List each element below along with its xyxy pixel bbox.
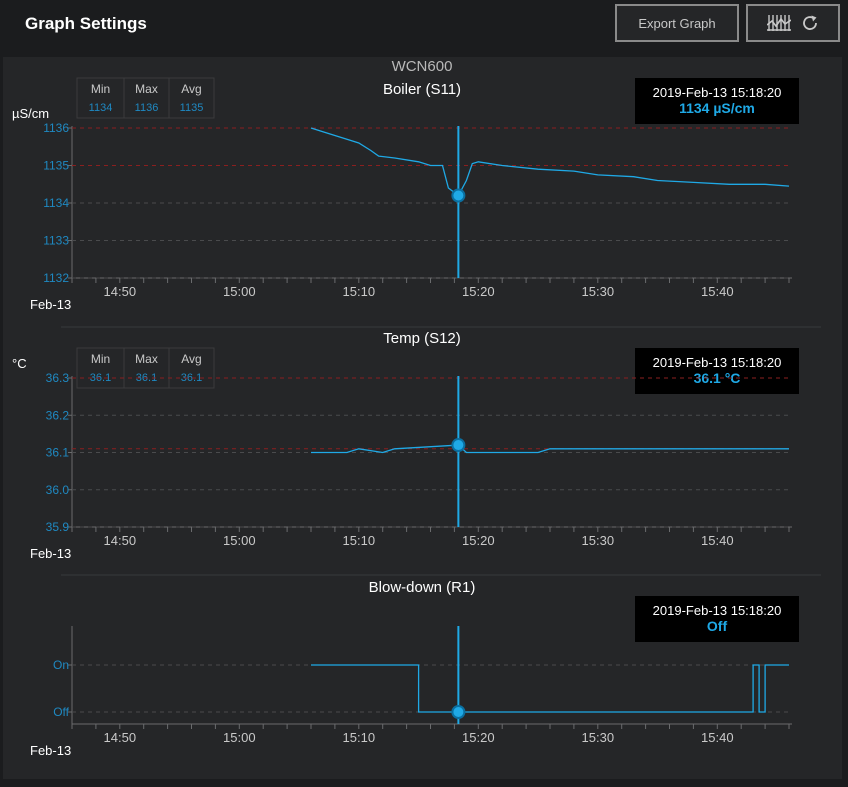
stats-header-min: Min — [91, 82, 110, 96]
y-tick-label: 1135 — [43, 159, 69, 173]
page-title: Graph Settings — [25, 14, 147, 33]
y-tick-label: 1136 — [43, 121, 69, 135]
cursor-marker — [451, 438, 466, 453]
charts-svg: WCN600 Boiler (S11) µS/cm Min 1134 Max 1136 Avg… — [12, 58, 821, 758]
readout-time: 2019-Feb-13 15:18:20 — [653, 85, 782, 100]
stats-header-max: Max — [135, 82, 158, 96]
x-tick-label: 15:30 — [582, 284, 615, 299]
date-label: Feb-13 — [30, 546, 71, 561]
y-tick-label: 36.1 — [46, 446, 70, 460]
stats-value-max: 1136 — [135, 102, 159, 114]
readout-box — [635, 348, 799, 394]
header-bar: Graph Settings Export Graph — [0, 0, 848, 52]
export-graph-button[interactable]: Export Graph — [615, 4, 739, 42]
readout-value: 1134 µS/cm — [679, 100, 755, 116]
x-tick-label: 15:20 — [462, 533, 495, 548]
graph-panel: WCN600 Boiler (S11) µS/cm Min 1134 Max 1136 Avg… — [3, 57, 842, 779]
y-tick-label: 1132 — [43, 271, 69, 285]
y-tick-label: 1134 — [43, 196, 69, 210]
y-tick-label: 36.3 — [46, 371, 70, 385]
x-tick-label: 14:50 — [104, 730, 137, 745]
x-tick-label: 15:00 — [223, 533, 256, 548]
x-tick-label: 15:00 — [223, 730, 256, 745]
date-label: Feb-13 — [30, 743, 71, 758]
stats-value-avg: 36.1 — [181, 372, 202, 384]
chart-title: Boiler (S11) — [383, 81, 461, 98]
y-tick-label: 36.0 — [46, 483, 70, 497]
series-line — [310, 127, 790, 197]
y-tick-label: On — [53, 658, 69, 672]
stats-value-min: 1134 — [89, 102, 113, 114]
readout-box — [635, 596, 799, 642]
chart-grid-icon — [767, 15, 791, 31]
stats-table — [76, 77, 215, 119]
stats-table — [76, 347, 215, 389]
stats-value-avg: 1135 — [180, 102, 204, 114]
x-tick-label: 15:10 — [343, 730, 376, 745]
x-tick-label: 15:40 — [701, 730, 734, 745]
cursor-marker — [451, 705, 466, 719]
stats-header-max: Max — [135, 352, 158, 366]
device-title: WCN600 — [392, 58, 453, 75]
date-label: Feb-13 — [30, 297, 71, 312]
y-tick-label: 1133 — [43, 234, 69, 248]
stats-value-min: 36.1 — [90, 372, 111, 384]
x-tick-label: 15:30 — [582, 533, 615, 548]
y-tick-label: Off — [53, 705, 69, 719]
stats-header-avg: Avg — [181, 352, 201, 366]
readout-time: 2019-Feb-13 15:18:20 — [653, 603, 782, 618]
readout-value: 36.1 °C — [694, 370, 741, 386]
stats-header-min: Min — [91, 352, 110, 366]
stats-header-avg: Avg — [181, 82, 201, 96]
readout-box — [635, 78, 799, 124]
x-tick-label: 14:50 — [104, 284, 137, 299]
refresh-icon — [803, 15, 817, 30]
chart-title: Temp (S12) — [383, 330, 461, 347]
x-tick-label: 15:30 — [582, 730, 615, 745]
x-tick-label: 15:40 — [701, 533, 734, 548]
series-line — [311, 664, 789, 713]
x-tick-label: 15:20 — [462, 284, 495, 299]
readout-time: 2019-Feb-13 15:18:20 — [653, 355, 782, 370]
y-axis-unit: °C — [12, 356, 27, 371]
y-tick-label: 36.2 — [46, 408, 70, 422]
x-tick-label: 14:50 — [104, 533, 137, 548]
refresh-button[interactable] — [746, 4, 840, 42]
y-axis-unit: µS/cm — [12, 106, 49, 121]
x-tick-label: 15:00 — [223, 284, 256, 299]
y-tick-label: 35.9 — [46, 520, 70, 534]
x-tick-label: 15:10 — [343, 533, 376, 548]
cursor-marker — [451, 188, 466, 203]
chart-title: Blow-down (R1) — [369, 579, 476, 596]
x-tick-label: 15:20 — [462, 730, 495, 745]
readout-value: Off — [707, 618, 728, 634]
series-line — [311, 444, 789, 454]
x-tick-label: 15:10 — [343, 284, 376, 299]
x-tick-label: 15:40 — [701, 284, 734, 299]
